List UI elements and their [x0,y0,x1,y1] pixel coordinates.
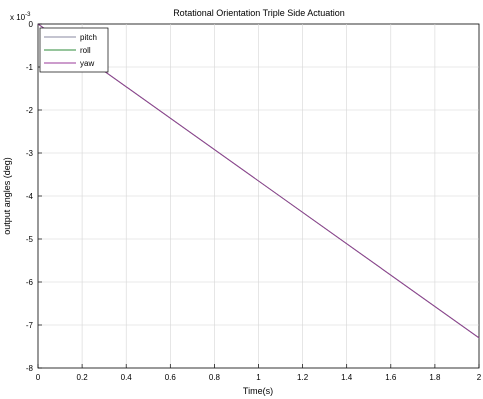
x-tick-label: 0.6 [165,373,177,382]
x-tick-label: 0.8 [209,373,221,382]
y-tick-label: -6 [26,278,34,287]
y-tick-label: 0 [29,20,34,29]
legend-entry-roll: roll [44,46,91,55]
x-tick-label: 1.8 [429,373,441,382]
chart-title: Rotational Orientation Triple Side Actua… [173,8,345,18]
y-exponent-label: x 10-3 [10,12,31,22]
x-tick-label: 1.6 [385,373,397,382]
series-lines [37,23,480,339]
x-tick-label: 0.4 [121,373,133,382]
series-line-yaw [37,23,480,339]
x-tick-label: 0.2 [77,373,89,382]
legend: pitch roll yaw [39,27,109,73]
y-tick-label: -3 [26,149,34,158]
x-tick-label: 1.2 [297,373,309,382]
y-exponent-power: -3 [25,12,31,18]
y-tick-label: -5 [26,235,34,244]
y-tick-label: -8 [26,364,34,373]
y-tick-label: -4 [26,192,34,201]
x-tick-label: 1.4 [341,373,353,382]
axis-ticks: 0 0.2 0.4 0.6 0.8 1 1.2 1.4 1.6 1.8 2 0 -1 -2 -3 -4 -5 -6… [26,20,482,382]
x-axis-label: Time(s) [243,386,273,396]
legend-label-pitch: pitch [80,33,97,42]
x-tick-label: 1 [256,373,261,382]
y-tick-label: -7 [26,321,34,330]
legend-label-yaw: yaw [80,59,94,68]
y-tick-label: -1 [26,63,34,72]
legend-label-roll: roll [80,46,91,55]
legend-entry-pitch: pitch [44,33,97,42]
y-axis-label: output angles (deg) [2,157,12,235]
y-tick-label: -2 [26,106,34,115]
x-tick-label: 2 [477,373,482,382]
x-tick-label: 0 [36,373,41,382]
legend-entry-yaw: yaw [44,59,94,68]
grid-lines [38,24,479,368]
